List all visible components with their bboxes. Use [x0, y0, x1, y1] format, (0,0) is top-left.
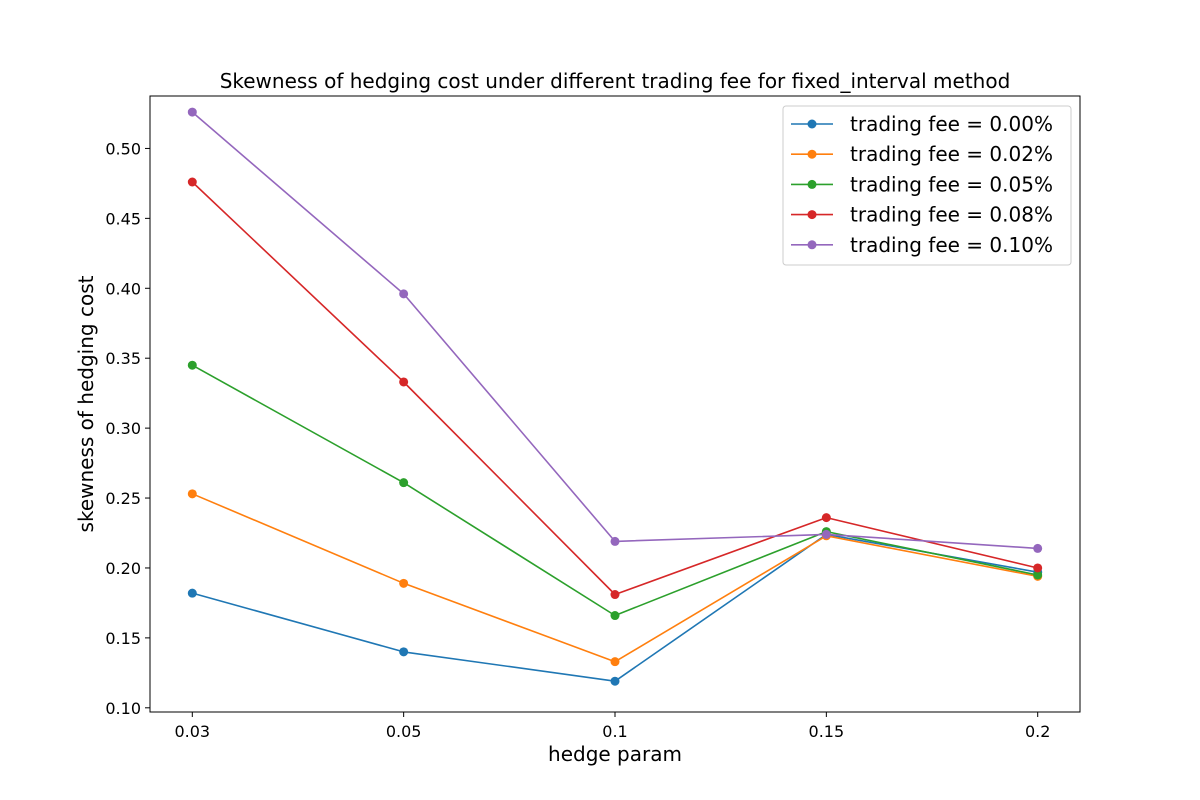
legend-frame [782, 105, 1072, 266]
legend-marker [807, 210, 817, 220]
x-axis: 0.03 0.05 0.1 0.15 0.2 [174, 712, 1050, 741]
data-point [399, 478, 409, 488]
legend-label: trading fee = 0.08% [850, 203, 1053, 227]
y-axis-label: skewness of hedging cost [74, 275, 98, 532]
legend-marker [807, 240, 817, 250]
y-tick-label: 0.35 [105, 349, 141, 368]
x-tick-label: 0.15 [809, 722, 845, 741]
legend-label: trading fee = 0.10% [850, 233, 1053, 257]
data-point [821, 529, 831, 539]
data-point [1033, 563, 1043, 573]
data-point [187, 588, 197, 598]
x-tick-label: 0.05 [386, 722, 422, 741]
data-point [187, 489, 197, 499]
legend-label: trading fee = 0.05% [850, 172, 1053, 196]
legend-marker [807, 119, 817, 129]
data-point [610, 611, 620, 621]
data-point [399, 578, 409, 588]
data-point [821, 513, 831, 523]
data-point [1033, 543, 1043, 553]
x-tick-label: 0.2 [1025, 722, 1050, 741]
legend-label: trading fee = 0.02% [850, 142, 1053, 166]
data-point [610, 676, 620, 686]
legend-marker [807, 149, 817, 159]
y-tick-label: 0.25 [105, 489, 141, 508]
legend: trading fee = 0.00% trading fee = 0.02% tr… [782, 105, 1072, 266]
y-tick-label: 0.20 [105, 559, 141, 578]
data-point [1033, 570, 1043, 580]
legend-label: trading fee = 0.00% [850, 112, 1053, 136]
data-point [187, 360, 197, 370]
y-tick-label: 0.40 [105, 279, 141, 298]
data-point [610, 590, 620, 600]
x-axis-label: hedge param [548, 742, 682, 766]
y-tick-label: 0.30 [105, 419, 141, 438]
data-point [399, 647, 409, 657]
data-point [187, 177, 197, 187]
data-point [610, 657, 620, 667]
y-tick-label: 0.50 [105, 139, 141, 158]
y-tick-label: 0.15 [105, 629, 141, 648]
y-axis: 0.10 0.15 0.20 0.25 0.30 0.35 0.40 0.45 0.50 [105, 139, 150, 718]
y-tick-label: 0.45 [105, 209, 141, 228]
x-tick-label: 0.1 [602, 722, 627, 741]
data-point [610, 536, 620, 546]
chart-title: Skewness of hedging cost under different… [220, 69, 1011, 93]
chart-marks [187, 107, 1043, 686]
legend-marker [807, 179, 817, 189]
data-point [187, 107, 197, 117]
data-point [399, 289, 409, 299]
x-tick-label: 0.03 [174, 722, 210, 741]
y-tick-label: 0.10 [105, 699, 141, 718]
data-point [399, 377, 409, 387]
